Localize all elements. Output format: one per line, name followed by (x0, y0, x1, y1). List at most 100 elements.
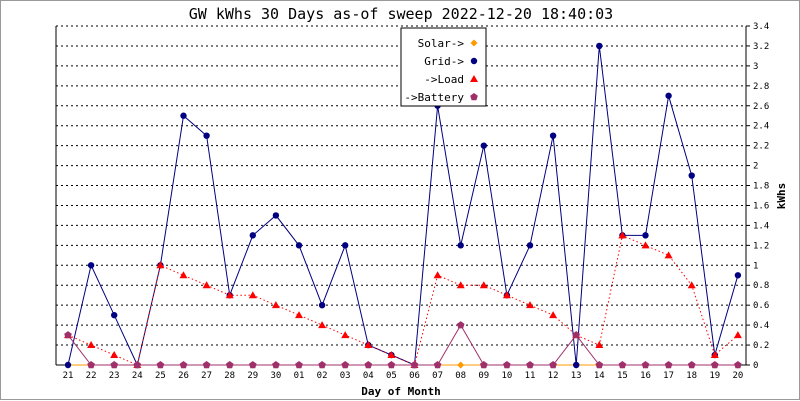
y-tick-label: 1.8 (753, 182, 769, 192)
data-point-load (549, 311, 558, 319)
x-tick-label: 27 (201, 371, 212, 381)
legend-marker (470, 93, 478, 101)
data-point-load (502, 291, 511, 299)
series-layer (64, 42, 742, 369)
x-tick-label: 21 (63, 371, 74, 381)
data-point-grid (295, 242, 303, 249)
data-point-grid (688, 172, 695, 179)
x-tick-label: 19 (709, 371, 720, 381)
x-tick-label: 04 (363, 371, 374, 381)
data-point-load (341, 331, 350, 339)
data-point-load (456, 281, 465, 289)
data-point-grid (734, 272, 742, 279)
y-tick-label: 2.2 (753, 142, 769, 152)
x-tick-label: 03 (340, 371, 351, 381)
y-axis-label: kWhs (775, 183, 788, 210)
data-point-battery (410, 361, 419, 369)
x-tick-label: 25 (155, 371, 166, 381)
data-point-grid (64, 361, 72, 369)
data-point-battery (711, 361, 719, 369)
series-line-grid (67, 45, 739, 367)
data-point-battery (526, 361, 534, 369)
data-point-battery (64, 331, 72, 339)
x-tick-label: 20 (732, 371, 743, 381)
x-tick-label: 24 (132, 371, 143, 381)
x-tick-label: 01 (294, 371, 305, 381)
x-tick-label: 10 (501, 371, 512, 381)
data-point-battery (664, 361, 673, 369)
data-point-battery (295, 361, 303, 369)
x-tick-label: 29 (247, 371, 258, 381)
data-point-battery (503, 361, 511, 369)
x-tick-label: 08 (455, 371, 466, 381)
x-tick-label: 09 (478, 371, 489, 381)
y-tick-label: 2.6 (753, 102, 769, 112)
series-line-load (67, 234, 739, 366)
x-tick-label: 16 (640, 371, 651, 381)
x-tick-label: 13 (571, 371, 582, 381)
data-point-load (433, 271, 442, 279)
data-point-load (156, 261, 165, 269)
y-tick-label: 1.2 (753, 241, 769, 251)
data-point-battery (456, 321, 465, 329)
data-point-load (664, 251, 673, 259)
data-point-battery (225, 361, 234, 369)
data-point-battery (480, 361, 488, 369)
data-point-load (225, 291, 234, 299)
x-tick-label: 02 (317, 371, 328, 381)
x-tick-label: 06 (409, 371, 420, 381)
series-battery (64, 321, 742, 369)
data-point-load (271, 301, 280, 309)
y-tick-label: 1 (753, 261, 758, 271)
data-point-grid (272, 212, 280, 219)
data-point-battery (687, 361, 696, 369)
data-point-grid (480, 142, 487, 149)
data-point-solar (457, 361, 465, 369)
data-point-battery (110, 361, 118, 369)
y-tick-label: 2.4 (753, 122, 769, 132)
legend: Solar-> Grid-> ->Load ->Battery (400, 27, 487, 107)
data-point-grid (180, 112, 187, 119)
y-tick-label: 3.4 (753, 22, 769, 32)
data-point-load (479, 281, 488, 289)
data-point-grid (642, 232, 649, 239)
data-point-load (248, 291, 257, 299)
data-point-battery (549, 361, 557, 369)
data-point-grid (87, 262, 95, 269)
legend-entry-label: Grid-> (424, 55, 464, 68)
data-point-grid (665, 92, 672, 99)
y-tick-label: 3.2 (753, 42, 769, 52)
legend-marker (470, 75, 478, 82)
data-point-load (179, 271, 188, 279)
data-point-load (595, 341, 604, 349)
x-tick-label: 30 (270, 371, 281, 381)
data-point-battery (341, 361, 349, 369)
data-point-grid (249, 232, 256, 239)
data-point-battery (249, 361, 257, 369)
x-tick-label: 12 (548, 371, 559, 381)
data-point-battery (572, 331, 580, 339)
x-tick-label: 07 (432, 371, 443, 381)
legend-marker (470, 39, 478, 47)
chart-title: GW kWhs 30 Days as-of sweep 2022-12-20 1… (189, 5, 613, 23)
data-point-grid (573, 361, 580, 369)
data-point-load (618, 231, 627, 239)
data-point-load (526, 301, 534, 309)
data-point-grid (457, 242, 464, 249)
x-tick-label: 05 (386, 371, 397, 381)
data-point-grid (526, 242, 534, 249)
data-point-battery (595, 361, 604, 369)
x-tick-label: 17 (663, 371, 674, 381)
data-point-load (202, 281, 211, 289)
data-point-battery (364, 361, 373, 369)
x-tick-label: 15 (617, 371, 628, 381)
data-point-battery (734, 361, 742, 369)
x-tick-label: 22 (86, 371, 97, 381)
data-point-grid (549, 132, 557, 139)
legend-entry-label: ->Load (424, 73, 464, 86)
x-tick-label: 23 (109, 371, 120, 381)
y-tick-label: 0.4 (753, 321, 769, 331)
x-tick-label: 18 (686, 371, 697, 381)
x-tick-label: 11 (525, 371, 536, 381)
